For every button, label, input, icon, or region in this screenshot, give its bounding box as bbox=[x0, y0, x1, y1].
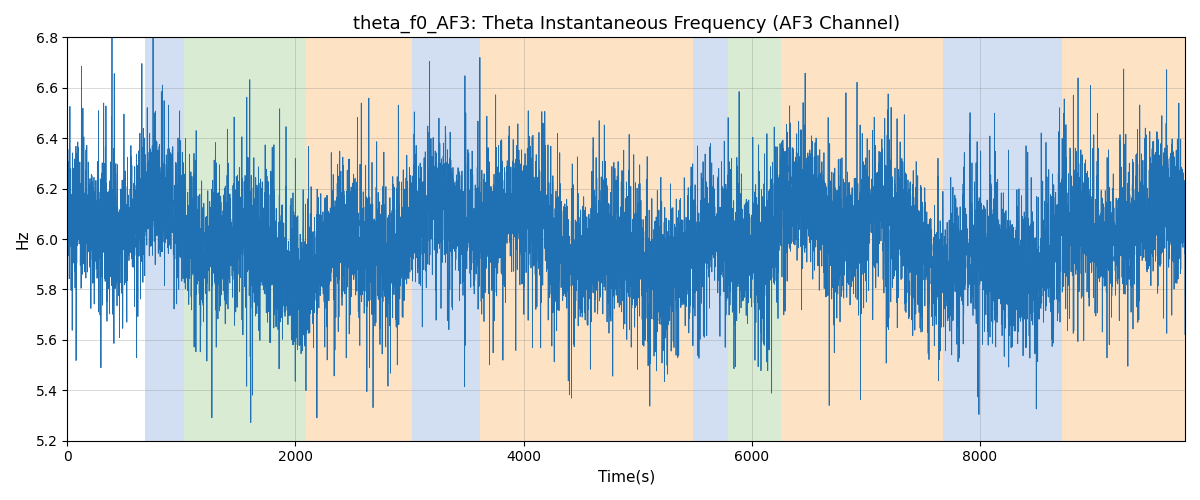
Bar bbox=[306, 38, 412, 440]
Bar bbox=[727, 38, 781, 440]
Bar bbox=[145, 38, 184, 440]
Y-axis label: Hz: Hz bbox=[16, 230, 30, 249]
Bar bbox=[1062, 38, 1186, 440]
X-axis label: Time(s): Time(s) bbox=[598, 470, 655, 485]
Bar bbox=[781, 38, 943, 440]
Title: theta_f0_AF3: Theta Instantaneous Frequency (AF3 Channel): theta_f0_AF3: Theta Instantaneous Freque… bbox=[353, 15, 900, 34]
Bar bbox=[412, 38, 450, 440]
Bar bbox=[480, 38, 694, 440]
Bar bbox=[184, 38, 306, 440]
Bar bbox=[694, 38, 727, 440]
Bar bbox=[943, 38, 1062, 440]
Bar bbox=[450, 38, 480, 440]
